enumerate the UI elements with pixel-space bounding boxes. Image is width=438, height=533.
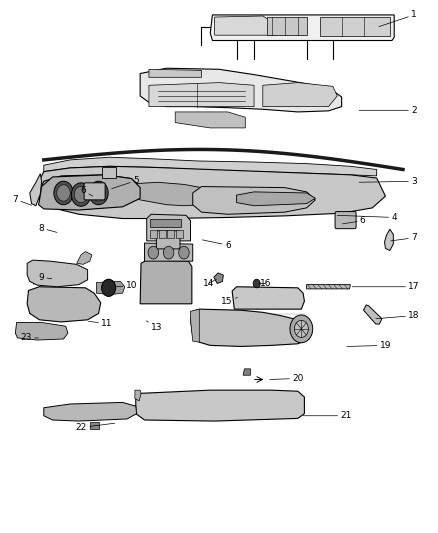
Text: 19: 19 <box>347 341 391 350</box>
Bar <box>167 230 174 238</box>
Polygon shape <box>191 309 199 342</box>
Text: 16: 16 <box>259 279 271 288</box>
Polygon shape <box>135 390 141 401</box>
Polygon shape <box>193 187 315 214</box>
Polygon shape <box>77 252 92 264</box>
Circle shape <box>57 185 70 201</box>
Text: 7: 7 <box>391 233 417 242</box>
Polygon shape <box>27 287 101 322</box>
Polygon shape <box>15 322 68 340</box>
Circle shape <box>74 187 88 203</box>
Circle shape <box>179 246 189 259</box>
Circle shape <box>54 181 73 205</box>
Circle shape <box>294 320 308 337</box>
Polygon shape <box>39 175 140 209</box>
Bar <box>90 422 99 429</box>
Polygon shape <box>44 402 137 421</box>
Text: 13: 13 <box>146 321 162 332</box>
Polygon shape <box>149 69 201 77</box>
Circle shape <box>71 183 91 206</box>
Polygon shape <box>30 174 42 206</box>
Text: 18: 18 <box>376 311 420 320</box>
Polygon shape <box>210 15 394 41</box>
Bar <box>159 230 166 238</box>
Text: 22: 22 <box>76 423 115 432</box>
Circle shape <box>89 181 108 205</box>
FancyBboxPatch shape <box>84 183 105 200</box>
Text: 21: 21 <box>303 411 352 420</box>
Polygon shape <box>237 192 315 206</box>
Text: 8: 8 <box>38 224 57 232</box>
Polygon shape <box>267 17 307 35</box>
Polygon shape <box>263 83 337 107</box>
Text: 3: 3 <box>359 177 417 185</box>
Bar <box>150 230 157 238</box>
Text: 6: 6 <box>202 240 231 249</box>
Text: 15: 15 <box>221 297 237 306</box>
Polygon shape <box>35 166 385 219</box>
Text: 11: 11 <box>88 319 113 328</box>
Polygon shape <box>175 112 245 128</box>
Circle shape <box>92 185 105 201</box>
Text: 10: 10 <box>116 281 137 290</box>
Text: 20: 20 <box>270 374 304 383</box>
Polygon shape <box>307 285 350 289</box>
Text: 7: 7 <box>12 195 32 205</box>
Polygon shape <box>147 214 191 241</box>
Text: 23: 23 <box>21 334 39 342</box>
Polygon shape <box>149 83 254 107</box>
Text: 2: 2 <box>359 106 417 115</box>
Polygon shape <box>243 369 251 375</box>
Circle shape <box>102 279 116 296</box>
Polygon shape <box>191 309 311 346</box>
Polygon shape <box>136 390 304 421</box>
Polygon shape <box>320 17 390 36</box>
Polygon shape <box>140 260 192 304</box>
Bar <box>176 230 183 238</box>
Polygon shape <box>131 182 201 206</box>
Polygon shape <box>364 305 382 324</box>
FancyBboxPatch shape <box>335 212 356 229</box>
Circle shape <box>290 315 313 343</box>
Circle shape <box>148 246 159 259</box>
Text: 6: 6 <box>343 216 366 225</box>
Polygon shape <box>96 281 125 295</box>
Polygon shape <box>214 273 223 284</box>
Polygon shape <box>385 229 393 251</box>
Text: 17: 17 <box>352 282 420 291</box>
Polygon shape <box>39 175 140 210</box>
Polygon shape <box>215 16 276 35</box>
Text: 14: 14 <box>203 279 216 288</box>
Circle shape <box>253 279 260 288</box>
Text: 5: 5 <box>112 176 139 189</box>
Polygon shape <box>140 68 342 112</box>
Bar <box>150 219 181 227</box>
FancyBboxPatch shape <box>156 231 180 249</box>
Text: 4: 4 <box>337 213 397 222</box>
Text: 6: 6 <box>80 187 93 196</box>
Bar <box>102 167 116 178</box>
Polygon shape <box>232 287 304 309</box>
Polygon shape <box>27 260 88 287</box>
Circle shape <box>163 246 174 259</box>
Text: 9: 9 <box>38 273 52 281</box>
Polygon shape <box>145 243 193 261</box>
Polygon shape <box>44 157 377 176</box>
Text: 1: 1 <box>379 11 417 27</box>
